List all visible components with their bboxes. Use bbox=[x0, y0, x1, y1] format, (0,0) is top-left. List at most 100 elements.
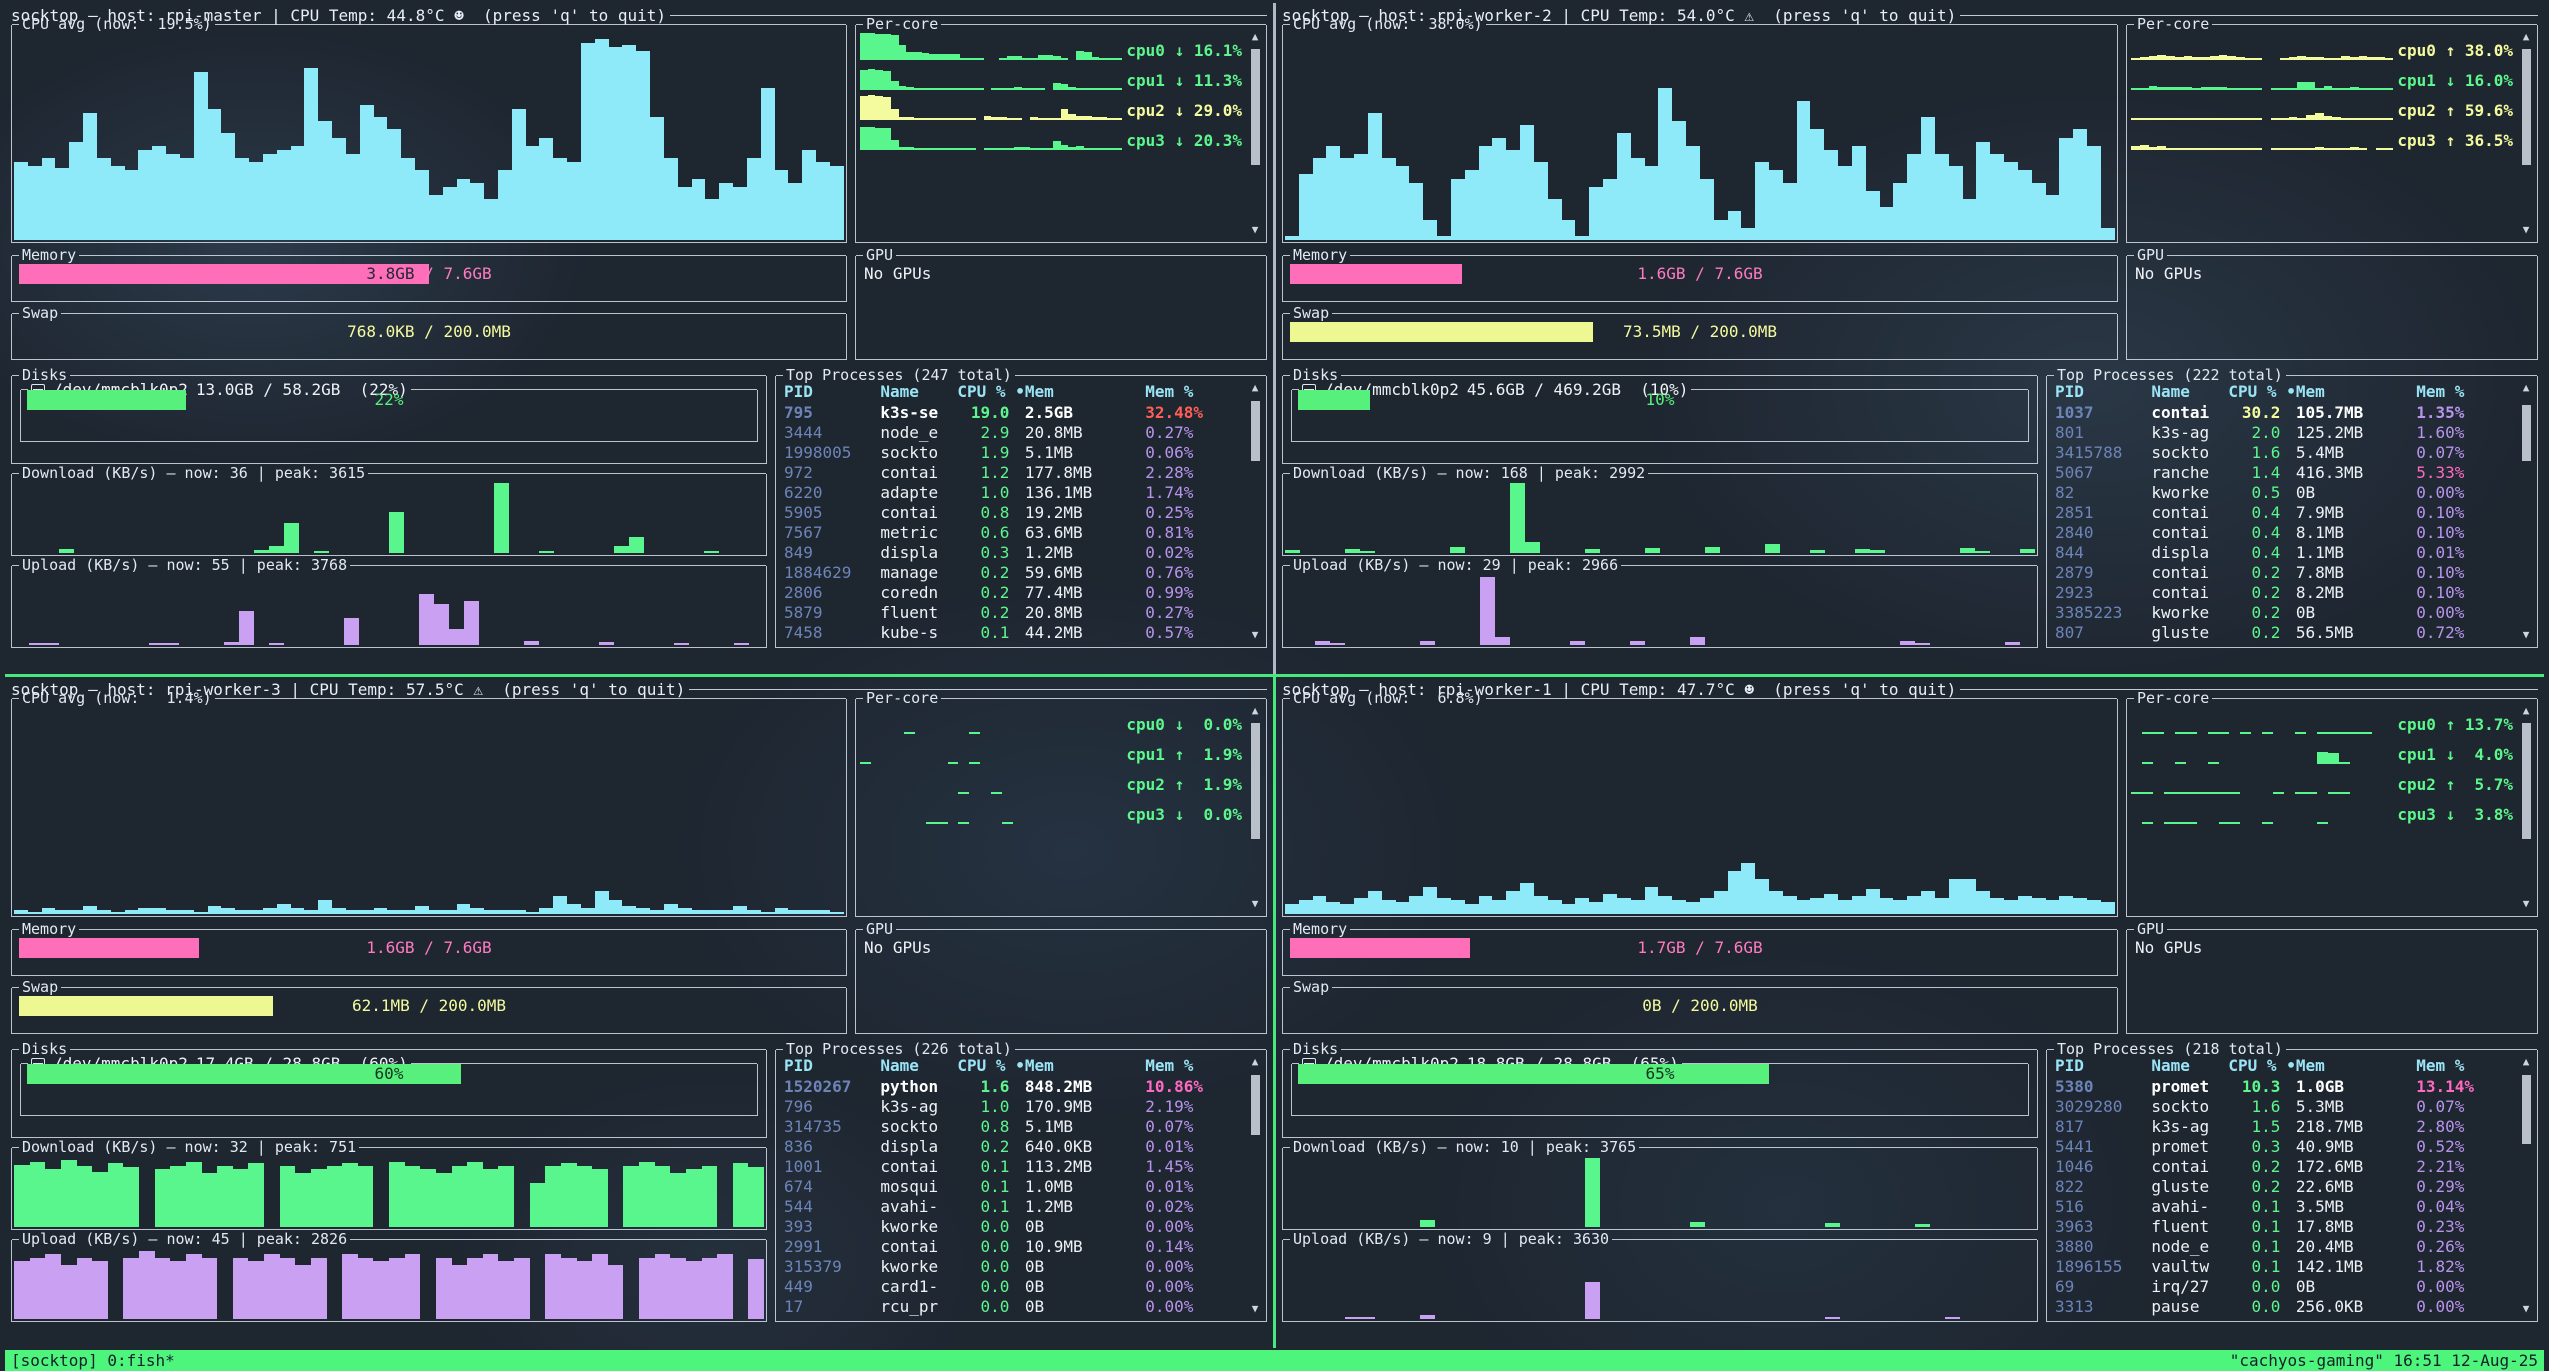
process-row[interactable]: 3415788 sockto 1.6 5.4MB 0.07% bbox=[2055, 443, 2517, 463]
per-core-scrollbar[interactable]: ▲ ▼ bbox=[2519, 31, 2533, 236]
process-row[interactable]: 836 displa 0.2 640.0KB 0.01% bbox=[784, 1137, 1246, 1157]
header-pid[interactable]: PID bbox=[784, 382, 813, 401]
header-pid[interactable]: PID bbox=[784, 1056, 813, 1075]
process-row[interactable]: 7458 kube-s 0.1 44.2MB 0.57% bbox=[784, 623, 1246, 643]
process-row[interactable]: 393 kworke 0.0 0B 0.00% bbox=[784, 1217, 1246, 1237]
scrollbar-track[interactable] bbox=[2521, 719, 2531, 896]
process-row[interactable]: 314735 sockto 0.8 5.1MB 0.07% bbox=[784, 1117, 1246, 1137]
process-row[interactable]: 5067 ranche 1.4 416.3MB 5.33% bbox=[2055, 463, 2517, 483]
header-mem-pct[interactable]: Mem % bbox=[1145, 1056, 1194, 1075]
process-row[interactable]: 795 k3s-se 19.0 2.5GB 32.48% bbox=[784, 403, 1246, 423]
process-row[interactable]: 2806 coredn 0.2 77.4MB 0.99% bbox=[784, 583, 1246, 603]
process-row[interactable]: 5441 promet 0.3 40.9MB 0.52% bbox=[2055, 1137, 2517, 1157]
scroll-up-icon[interactable]: ▲ bbox=[2522, 704, 2530, 717]
process-row[interactable]: 972 contai 1.2 177.8MB 2.28% bbox=[784, 463, 1246, 483]
header-mem[interactable]: Mem bbox=[1024, 1056, 1054, 1075]
process-scrollbar[interactable]: ▲ ▼ bbox=[1248, 1056, 1262, 1315]
process-row[interactable]: 3880 node_e 0.1 20.4MB 0.26% bbox=[2055, 1237, 2517, 1257]
process-row[interactable]: 5879 fluent 0.2 20.8MB 0.27% bbox=[784, 603, 1246, 623]
process-row[interactable]: 2991 contai 0.0 10.9MB 0.14% bbox=[784, 1237, 1246, 1257]
header-cpu[interactable]: CPU % • bbox=[2228, 382, 2296, 401]
scrollbar-track[interactable] bbox=[1250, 719, 1260, 896]
header-mem-pct[interactable]: Mem % bbox=[1145, 382, 1194, 401]
scrollbar-track[interactable] bbox=[1250, 45, 1260, 222]
process-row[interactable]: 17 rcu_pr 0.0 0B 0.00% bbox=[784, 1297, 1246, 1317]
process-row[interactable]: 2851 contai 0.4 7.9MB 0.10% bbox=[2055, 503, 2517, 523]
process-row[interactable]: 844 displa 0.4 1.1MB 0.01% bbox=[2055, 543, 2517, 563]
scroll-up-icon[interactable]: ▲ bbox=[1251, 1055, 1259, 1068]
scroll-up-icon[interactable]: ▲ bbox=[2522, 381, 2530, 394]
scroll-up-icon[interactable]: ▲ bbox=[1251, 381, 1259, 394]
header-cpu[interactable]: CPU % • bbox=[957, 1056, 1025, 1075]
scrollbar-track[interactable] bbox=[2521, 45, 2531, 222]
scroll-down-icon[interactable]: ▼ bbox=[1251, 628, 1259, 641]
process-row[interactable]: 2840 contai 0.4 8.1MB 0.10% bbox=[2055, 523, 2517, 543]
scroll-down-icon[interactable]: ▼ bbox=[2522, 223, 2530, 236]
scroll-down-icon[interactable]: ▼ bbox=[2522, 628, 2530, 641]
process-row[interactable]: 5905 contai 0.8 19.2MB 0.25% bbox=[784, 503, 1246, 523]
scroll-up-icon[interactable]: ▲ bbox=[1251, 30, 1259, 43]
scrollbar-thumb[interactable] bbox=[1250, 722, 1260, 840]
per-core-scrollbar[interactable]: ▲ ▼ bbox=[1248, 31, 1262, 236]
process-row[interactable]: 516 avahi- 0.1 3.5MB 0.04% bbox=[2055, 1197, 2517, 1217]
process-row[interactable]: 817 k3s-ag 1.5 218.7MB 2.80% bbox=[2055, 1117, 2517, 1137]
header-name[interactable]: Name bbox=[2151, 1056, 2190, 1075]
process-row[interactable]: 2923 contai 0.2 8.2MB 0.10% bbox=[2055, 583, 2517, 603]
process-row[interactable]: 315379 kworke 0.0 0B 0.00% bbox=[784, 1257, 1246, 1277]
header-mem-pct[interactable]: Mem % bbox=[2416, 382, 2465, 401]
process-row[interactable]: 1520267 python 1.6 848.2MB 10.86% bbox=[784, 1077, 1246, 1097]
pane-divider-vertical-bottom[interactable] bbox=[1273, 677, 1276, 1348]
per-core-scrollbar[interactable]: ▲ ▼ bbox=[2519, 705, 2533, 910]
scrollbar-thumb[interactable] bbox=[2521, 405, 2531, 461]
scrollbar-thumb[interactable] bbox=[1250, 400, 1260, 461]
window-name[interactable]: 0:fish* bbox=[107, 1351, 175, 1370]
scroll-down-icon[interactable]: ▼ bbox=[1251, 223, 1259, 236]
header-name[interactable]: Name bbox=[880, 382, 919, 401]
header-mem[interactable]: Mem bbox=[2295, 1056, 2325, 1075]
scroll-down-icon[interactable]: ▼ bbox=[2522, 1302, 2530, 1315]
process-row[interactable]: 1037 contai 30.2 105.7MB 1.35% bbox=[2055, 403, 2517, 423]
scrollbar-thumb[interactable] bbox=[1250, 48, 1260, 166]
header-name[interactable]: Name bbox=[880, 1056, 919, 1075]
header-cpu[interactable]: CPU % • bbox=[957, 382, 1025, 401]
process-scrollbar[interactable]: ▲ ▼ bbox=[1248, 382, 1262, 641]
process-row[interactable]: 544 avahi- 0.1 1.2MB 0.02% bbox=[784, 1197, 1246, 1217]
process-row[interactable]: 801 k3s-ag 2.0 125.2MB 1.60% bbox=[2055, 423, 2517, 443]
process-row[interactable]: 449 card1- 0.0 0B 0.00% bbox=[784, 1277, 1246, 1297]
process-row[interactable]: 674 mosqui 0.1 1.0MB 0.01% bbox=[784, 1177, 1246, 1197]
scroll-down-icon[interactable]: ▼ bbox=[1251, 1302, 1259, 1315]
process-row[interactable]: 1046 contai 0.2 172.6MB 2.21% bbox=[2055, 1157, 2517, 1177]
header-pid[interactable]: PID bbox=[2055, 382, 2084, 401]
process-row[interactable]: 5380 promet 10.3 1.0GB 13.14% bbox=[2055, 1077, 2517, 1097]
process-row[interactable]: 807 gluste 0.2 56.5MB 0.72% bbox=[2055, 623, 2517, 643]
scrollbar-thumb[interactable] bbox=[2521, 1074, 2531, 1144]
process-row[interactable]: 3444 node_e 2.9 20.8MB 0.27% bbox=[784, 423, 1246, 443]
process-row[interactable]: 2879 contai 0.2 7.8MB 0.10% bbox=[2055, 563, 2517, 583]
scroll-down-icon[interactable]: ▼ bbox=[1251, 897, 1259, 910]
process-row[interactable]: 82 kworke 0.5 0B 0.00% bbox=[2055, 483, 2517, 503]
process-row[interactable]: 3963 fluent 0.1 17.8MB 0.23% bbox=[2055, 1217, 2517, 1237]
header-cpu[interactable]: CPU % • bbox=[2228, 1056, 2296, 1075]
header-mem[interactable]: Mem bbox=[2295, 382, 2325, 401]
scroll-down-icon[interactable]: ▼ bbox=[2522, 897, 2530, 910]
process-row[interactable]: 822 gluste 0.2 22.6MB 0.29% bbox=[2055, 1177, 2517, 1197]
scrollbar-thumb[interactable] bbox=[1250, 1074, 1260, 1135]
process-row[interactable]: 796 k3s-ag 1.0 170.9MB 2.19% bbox=[784, 1097, 1246, 1117]
process-row[interactable]: 3313 pause 0.0 256.0KB 0.00% bbox=[2055, 1297, 2517, 1317]
header-mem-pct[interactable]: Mem % bbox=[2416, 1056, 2465, 1075]
scrollbar-thumb[interactable] bbox=[2521, 722, 2531, 840]
pane-divider-horizontal[interactable] bbox=[5, 674, 2544, 677]
process-row[interactable]: 1896155 vaultw 0.1 142.1MB 1.82% bbox=[2055, 1257, 2517, 1277]
header-name[interactable]: Name bbox=[2151, 382, 2190, 401]
scroll-up-icon[interactable]: ▲ bbox=[1251, 704, 1259, 717]
scrollbar-track[interactable] bbox=[1250, 1070, 1260, 1301]
process-row[interactable]: 1998005 sockto 1.9 5.1MB 0.06% bbox=[784, 443, 1246, 463]
process-row[interactable]: 3029280 sockto 1.6 5.3MB 0.07% bbox=[2055, 1097, 2517, 1117]
scrollbar-track[interactable] bbox=[1250, 396, 1260, 627]
process-row[interactable]: 69 irq/27 0.0 0B 0.00% bbox=[2055, 1277, 2517, 1297]
header-mem[interactable]: Mem bbox=[1024, 382, 1054, 401]
scroll-up-icon[interactable]: ▲ bbox=[2522, 1055, 2530, 1068]
process-row[interactable]: 849 displa 0.3 1.2MB 0.02% bbox=[784, 543, 1246, 563]
process-row[interactable]: 7567 metric 0.6 63.6MB 0.81% bbox=[784, 523, 1246, 543]
scroll-up-icon[interactable]: ▲ bbox=[2522, 30, 2530, 43]
